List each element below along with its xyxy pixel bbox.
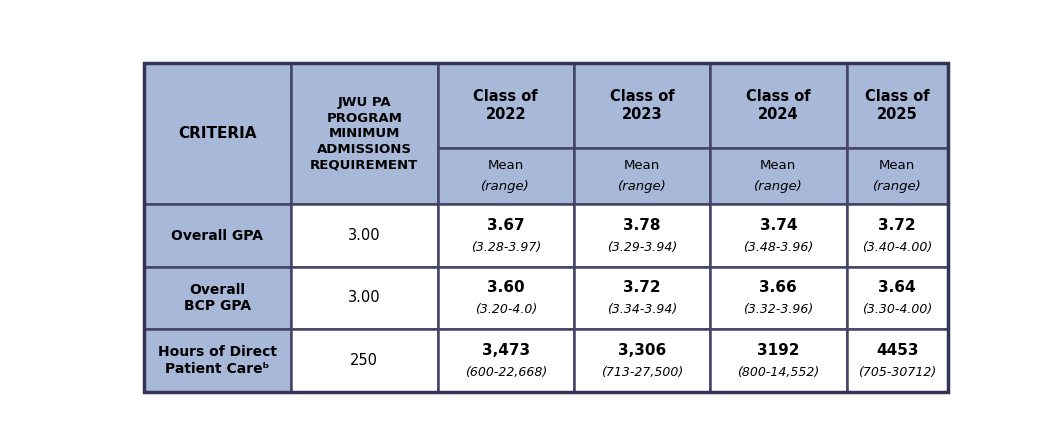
Text: Mean: Mean bbox=[760, 159, 796, 172]
Bar bbox=[847, 267, 948, 329]
Text: 4453: 4453 bbox=[876, 343, 918, 358]
Text: Class of
2025: Class of 2025 bbox=[865, 88, 930, 122]
Text: 3.64: 3.64 bbox=[878, 280, 916, 296]
Text: (range): (range) bbox=[481, 180, 530, 193]
Text: (3.32-3.96): (3.32-3.96) bbox=[743, 303, 814, 316]
Bar bbox=[144, 204, 291, 267]
Text: Class of
2022: Class of 2022 bbox=[474, 88, 538, 122]
Bar bbox=[144, 63, 291, 204]
Text: 3192: 3192 bbox=[757, 343, 799, 358]
Text: Overall
BCP GPA: Overall BCP GPA bbox=[184, 283, 251, 313]
Text: (3.34-3.94): (3.34-3.94) bbox=[607, 303, 677, 316]
Bar bbox=[710, 148, 847, 204]
Text: (600-22,668): (600-22,668) bbox=[464, 366, 547, 379]
Text: 3.72: 3.72 bbox=[623, 280, 661, 296]
Text: 3.00: 3.00 bbox=[347, 290, 380, 305]
Bar bbox=[574, 204, 710, 267]
Text: (3.28-3.97): (3.28-3.97) bbox=[471, 241, 541, 254]
Text: (3.30-4.00): (3.30-4.00) bbox=[862, 303, 932, 316]
Bar bbox=[574, 329, 710, 392]
Text: (705-30712): (705-30712) bbox=[858, 366, 936, 379]
Bar bbox=[438, 63, 574, 148]
Text: Hours of Direct
Patient Careᵇ: Hours of Direct Patient Careᵇ bbox=[158, 345, 277, 376]
Bar bbox=[291, 204, 438, 267]
Bar bbox=[438, 148, 574, 204]
Text: 3.67: 3.67 bbox=[486, 218, 524, 233]
Bar bbox=[438, 329, 574, 392]
Text: JWU PA
PROGRAM
MINIMUM
ADMISSIONS
REQUIREMENT: JWU PA PROGRAM MINIMUM ADMISSIONS REQUIR… bbox=[310, 96, 418, 171]
Text: 3.74: 3.74 bbox=[759, 218, 797, 233]
Text: (range): (range) bbox=[754, 180, 802, 193]
Text: Mean: Mean bbox=[488, 159, 524, 172]
Text: Mean: Mean bbox=[879, 159, 915, 172]
Bar bbox=[291, 63, 438, 204]
Text: (3.48-3.96): (3.48-3.96) bbox=[743, 241, 814, 254]
Bar bbox=[438, 204, 574, 267]
Text: 3.00: 3.00 bbox=[347, 228, 380, 243]
Text: 3.66: 3.66 bbox=[759, 280, 797, 296]
Bar bbox=[710, 63, 847, 148]
Bar bbox=[574, 63, 710, 148]
Text: 3.78: 3.78 bbox=[623, 218, 661, 233]
Text: (3.40-4.00): (3.40-4.00) bbox=[862, 241, 932, 254]
Text: 3.60: 3.60 bbox=[486, 280, 524, 296]
Bar bbox=[847, 329, 948, 392]
Text: (range): (range) bbox=[618, 180, 667, 193]
Bar bbox=[710, 267, 847, 329]
Bar bbox=[144, 267, 291, 329]
Text: 250: 250 bbox=[351, 353, 378, 368]
Bar bbox=[847, 204, 948, 267]
Bar bbox=[847, 63, 948, 148]
Text: (713-27,500): (713-27,500) bbox=[601, 366, 683, 379]
Text: 3.72: 3.72 bbox=[878, 218, 916, 233]
Bar bbox=[574, 148, 710, 204]
Bar bbox=[291, 267, 438, 329]
Text: Class of
2023: Class of 2023 bbox=[610, 88, 674, 122]
Text: 3,306: 3,306 bbox=[618, 343, 667, 358]
Bar bbox=[291, 329, 438, 392]
Bar bbox=[847, 148, 948, 204]
Text: (3.20-4.0): (3.20-4.0) bbox=[475, 303, 537, 316]
Bar bbox=[144, 329, 291, 392]
Text: (range): (range) bbox=[873, 180, 921, 193]
Bar bbox=[438, 267, 574, 329]
Text: (800-14,552): (800-14,552) bbox=[737, 366, 819, 379]
Text: Class of
2024: Class of 2024 bbox=[747, 88, 811, 122]
Bar bbox=[574, 267, 710, 329]
Bar bbox=[710, 204, 847, 267]
Text: CRITERIA: CRITERIA bbox=[178, 126, 257, 141]
Text: Overall GPA: Overall GPA bbox=[172, 229, 263, 243]
Text: 3,473: 3,473 bbox=[481, 343, 530, 358]
Text: Mean: Mean bbox=[624, 159, 660, 172]
Bar bbox=[710, 329, 847, 392]
Text: (3.29-3.94): (3.29-3.94) bbox=[607, 241, 677, 254]
